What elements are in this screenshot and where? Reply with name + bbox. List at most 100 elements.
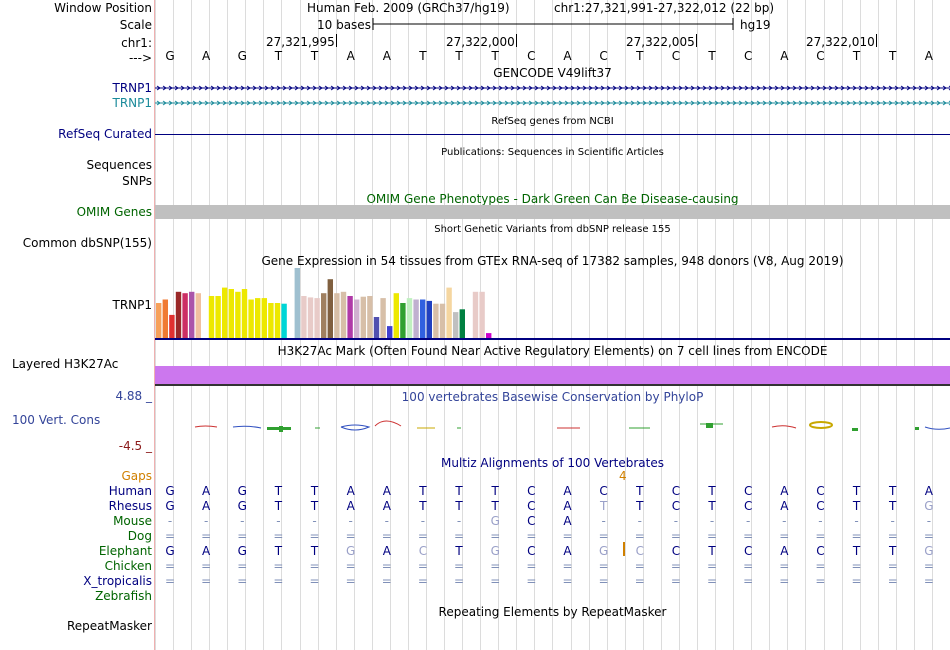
base-letter: A xyxy=(382,49,391,63)
species-label[interactable]: Dog xyxy=(127,529,152,543)
track-image-area[interactable]: Human Feb. 2009 (GRCh37/hg19) chr1:27,32… xyxy=(155,0,950,650)
species-label[interactable]: Rhesus xyxy=(108,499,152,513)
alignment-base: = xyxy=(309,559,320,573)
layered-h3k27ac-label[interactable]: Layered H3K27Ac xyxy=(12,357,119,371)
gtex-tissue-bar xyxy=(479,291,485,338)
gtex-trnp1-label[interactable]: TRNP1 xyxy=(112,298,152,312)
strand-chevron xyxy=(882,100,887,106)
strand-chevron xyxy=(840,85,845,91)
strand-chevron xyxy=(810,100,815,106)
strand-chevron xyxy=(588,100,593,106)
gtex-tissue-bar xyxy=(261,298,267,338)
refseq-gene-line[interactable] xyxy=(155,134,950,135)
alignment-base: T xyxy=(491,499,499,513)
snps-label[interactable]: SNPs xyxy=(122,174,152,188)
strand-chevron xyxy=(672,100,677,106)
alignment-base: C xyxy=(635,544,644,558)
scale-bar xyxy=(372,18,734,30)
alignment-base: - xyxy=(384,514,389,528)
gtex-tissue-bar xyxy=(235,291,241,338)
strand-chevron xyxy=(708,100,713,106)
alignment-base: G xyxy=(237,484,247,498)
strand-chevron xyxy=(378,100,383,106)
strand-chevron xyxy=(570,85,575,91)
alignment-base: T xyxy=(310,499,319,513)
strand-chevron xyxy=(360,85,365,91)
sequences-label[interactable]: Sequences xyxy=(86,158,152,172)
strand-chevron xyxy=(828,85,833,91)
alignment-base: T xyxy=(636,484,644,498)
alignment-base: = xyxy=(598,559,609,573)
alignment-base: = xyxy=(309,574,320,588)
strand-chevron xyxy=(420,100,425,106)
strand-chevron xyxy=(936,85,941,91)
alignment-base: - xyxy=(673,514,679,528)
strand-chevron xyxy=(312,85,317,91)
gtex-title: Gene Expression in 54 tissues from GTEx … xyxy=(261,254,844,268)
alignment-base: - xyxy=(203,514,209,528)
base-letter: T xyxy=(889,49,897,63)
species-label[interactable]: X_tropicalis xyxy=(83,574,152,588)
alignment-base: - xyxy=(782,514,787,528)
alignment-base: = xyxy=(237,559,248,573)
species-label[interactable]: Elephant xyxy=(98,544,152,558)
species-label[interactable]: Zebrafish xyxy=(95,589,152,603)
strand-chevron xyxy=(174,85,179,91)
common-dbsnp-label[interactable]: Common dbSNP(155) xyxy=(22,236,152,250)
repeatmasker-label[interactable]: RepeatMasker xyxy=(66,619,152,633)
trnp1-gencode-label[interactable]: TRNP1 xyxy=(112,81,152,95)
strand-chevron xyxy=(432,85,437,91)
strand-chevron xyxy=(486,100,491,106)
strand-chevron xyxy=(348,85,353,91)
base-letter: C xyxy=(599,49,608,63)
strand-chevron xyxy=(522,85,527,91)
base-letter: T xyxy=(419,49,427,63)
refseq-curated-label[interactable]: RefSeq Curated xyxy=(58,127,152,141)
h3k27ac-signal[interactable] xyxy=(155,366,950,384)
strand-chevron xyxy=(318,85,323,91)
strand-chevron xyxy=(444,85,449,91)
strand-chevron xyxy=(768,85,773,91)
species-label[interactable]: Mouse xyxy=(113,514,152,528)
strand-chevron xyxy=(438,85,443,91)
phylop-wiggle[interactable] xyxy=(155,416,950,446)
alignment-base: - xyxy=(601,514,606,528)
strand-chevron xyxy=(576,85,581,91)
gap-count: 4 xyxy=(619,469,627,483)
alignment-base: T xyxy=(455,499,463,513)
gtex-expression-chart[interactable] xyxy=(155,267,950,339)
strand-chevron xyxy=(300,85,305,91)
gtex-tissue-bar xyxy=(288,334,294,338)
omim-genes-label[interactable]: OMIM Genes xyxy=(76,205,152,219)
gtex-tissue-bar xyxy=(241,289,248,338)
strand-chevron xyxy=(546,100,551,106)
trnp1-gencode-alt-label[interactable]: TRNP1 xyxy=(112,96,152,110)
alignment-base: A xyxy=(563,544,572,558)
base-letter: G xyxy=(165,49,175,63)
strand-chevron xyxy=(624,100,629,106)
gtex-tissue-bar xyxy=(169,314,175,338)
species-label[interactable]: Chicken xyxy=(104,559,152,573)
alignment-base: C xyxy=(743,484,753,498)
scale-label: Scale xyxy=(119,18,152,32)
alignment-base: = xyxy=(634,574,645,588)
conservation-track-label[interactable]: 100 Vert. Cons xyxy=(12,413,101,427)
strand-chevron xyxy=(426,85,431,91)
alignment-base: T xyxy=(274,544,283,558)
strand-chevron xyxy=(912,85,917,91)
species-label[interactable]: Human xyxy=(108,484,152,498)
gencode-transcripts[interactable] xyxy=(155,79,950,109)
strand-chevron xyxy=(750,100,755,106)
strand-chevron xyxy=(342,85,347,91)
alignment-base: = xyxy=(381,574,392,588)
strand-chevron xyxy=(168,85,173,91)
alignment-base: = xyxy=(345,574,356,588)
omim-gene-bar[interactable] xyxy=(155,205,950,219)
alignment-base: C xyxy=(527,484,536,498)
strand-chevron xyxy=(780,100,785,106)
alignment-base: = xyxy=(273,529,284,543)
strand-chevron xyxy=(402,85,407,91)
alignment-base: = xyxy=(779,559,790,573)
strand-chevron xyxy=(942,100,947,106)
strand-chevron xyxy=(330,100,335,106)
